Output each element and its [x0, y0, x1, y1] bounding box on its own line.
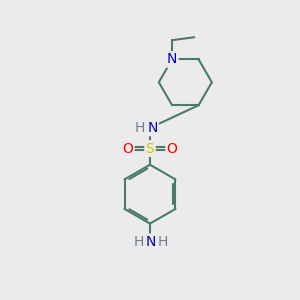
Text: H: H [157, 235, 168, 249]
Text: O: O [122, 142, 134, 155]
Text: H: H [134, 121, 145, 135]
Text: O: O [167, 142, 178, 155]
Text: N: N [146, 235, 156, 249]
Text: N: N [147, 121, 158, 135]
Text: S: S [146, 142, 154, 155]
Text: N: N [167, 52, 177, 66]
Text: H: H [134, 235, 144, 249]
